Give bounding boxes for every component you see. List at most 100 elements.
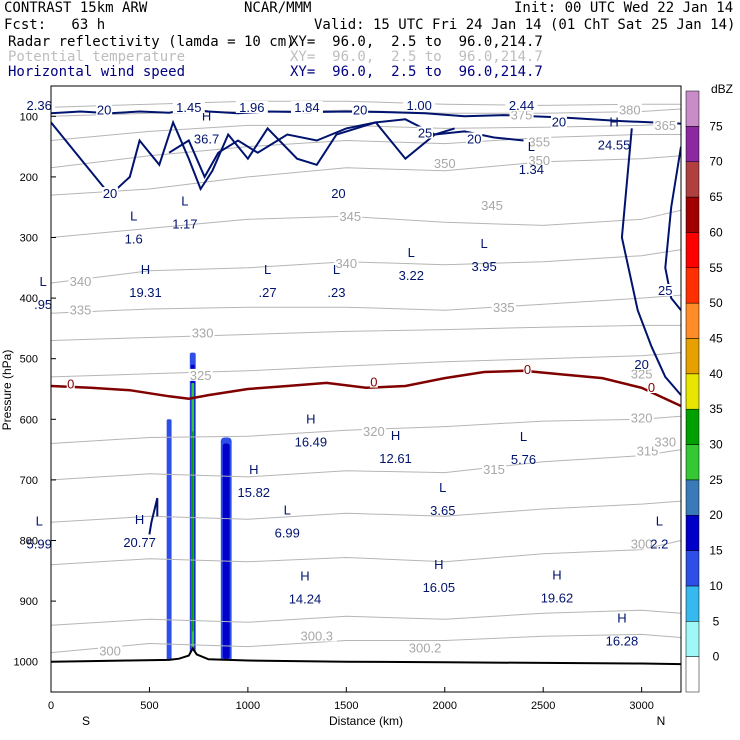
extremum-type: H: [609, 115, 618, 130]
theta-label: 330: [654, 435, 676, 450]
theta-contour: [51, 352, 681, 378]
field-theta-xy: XY= 96.0, 2.5 to 96.0,214.7: [290, 49, 543, 65]
wind-label: 20: [353, 102, 367, 117]
inline-value: 2.44: [509, 98, 534, 113]
inline-value-bg: [505, 99, 538, 112]
wind-layer: [51, 107, 681, 535]
y-tick-label: 100: [20, 111, 38, 123]
theta-label-bg: [491, 301, 516, 314]
x-axis-label: Distance (km): [329, 714, 403, 728]
extremum-type: L: [264, 262, 271, 277]
theta-label: 320: [631, 410, 653, 425]
colorbar-swatch: [685, 373, 700, 410]
y-tick-label: 900: [20, 596, 38, 608]
colorbar-swatch: [685, 338, 700, 375]
theta-label-bg: [480, 199, 504, 212]
extremum-type: L: [130, 209, 137, 224]
theta-label: 300: [99, 644, 121, 659]
freezing-level-label-bg: [523, 362, 532, 375]
theta-label-bg: [296, 629, 337, 642]
wind-label: 20: [331, 186, 345, 201]
theta-label: 325: [631, 367, 653, 382]
theta-contour: [51, 155, 681, 196]
colorbar-swatch: [685, 302, 700, 339]
colorbar-swatch: [685, 656, 700, 693]
extremum-type: L: [656, 513, 663, 528]
extremum-value: 12.61: [379, 451, 412, 466]
colorbar-swatch: [685, 514, 700, 551]
freezing-level-layer: [51, 369, 681, 408]
theta-label: 320: [363, 424, 385, 439]
colorbar-level-label: 40: [709, 367, 723, 381]
theta-label: 335: [70, 302, 92, 317]
y-tick-label: 200: [20, 172, 38, 184]
colorbar-swatch: [685, 550, 700, 587]
colorbar: dBZ 0 5 10 15 20 25 30 35 40 45 50 55 60 65 70 75: [685, 82, 733, 693]
extremum-value: 6.99: [275, 525, 300, 540]
theta-contour: [51, 294, 681, 314]
theta-contour: [51, 324, 681, 341]
theta-label-bg: [653, 119, 678, 132]
inline-value: 2.36: [27, 98, 52, 113]
extremum-value: 1.17: [172, 216, 197, 231]
theta-label-bg: [361, 425, 386, 438]
y-axis-label: Pressure (hPa): [0, 350, 14, 431]
y-tick-label: 500: [20, 354, 38, 366]
colorbar-swatch: [685, 126, 700, 162]
wind-label: 25: [658, 283, 672, 298]
reflectivity-column: [191, 431, 194, 632]
extremum-value: 2.2: [650, 536, 668, 551]
field-reflectivity-name: Radar reflectivity (lamda = 10 cm): [8, 34, 295, 50]
extremum-type: H: [249, 462, 258, 477]
axes-layer: 0 500 1000 1500 2000 2500 30001002003004005006…: [14, 111, 654, 712]
wind-label: 25: [418, 125, 432, 140]
extremum-type: L: [520, 429, 527, 444]
extremum-value: 1.34: [519, 162, 544, 177]
theta-label: 330: [192, 325, 214, 340]
extremum-value: 1.6: [125, 232, 143, 247]
theta-label-bg: [635, 444, 660, 457]
wind-contour: [620, 128, 681, 396]
theta-contour: [51, 209, 681, 238]
extremum-type: L: [36, 513, 43, 528]
model-title: CONTRAST 15km ARW: [4, 0, 148, 16]
colorbar-level-label: 35: [709, 402, 723, 416]
extremum-value: .27: [259, 285, 277, 300]
reflectivity-layer: [166, 352, 232, 662]
terrain-line: [51, 646, 681, 666]
extremum-type: L: [333, 262, 340, 277]
wind-contour: [168, 121, 455, 180]
extremum-type: L: [528, 139, 535, 154]
colorbar-swatch: [685, 90, 700, 127]
theta-contour: [51, 500, 681, 523]
extremum-value: 5.76: [511, 452, 536, 467]
theta-label-bg: [629, 537, 654, 550]
freezing-level-label: 0: [370, 375, 377, 390]
freezing-level-label-bg: [647, 381, 656, 393]
freezing-level-label-bg: [66, 377, 75, 390]
extremum-value: 15.82: [238, 485, 271, 500]
extremum-type: L: [40, 274, 47, 289]
colorbar-swatch: [685, 196, 700, 233]
extremum-value: 19.31: [129, 285, 162, 300]
theta-label: 340: [335, 256, 357, 271]
extremum-value: 16.49: [295, 435, 328, 450]
colorbar-level-label: 60: [709, 225, 723, 239]
wind-label-bg: [96, 103, 113, 116]
theta-label: 345: [339, 209, 361, 224]
wind-label-bg: [633, 357, 650, 370]
theta-label: 345: [481, 198, 503, 213]
freezing-level-label-bg: [369, 375, 378, 388]
freezing-level-line: [51, 369, 681, 408]
colorbar-swatch: [685, 585, 700, 622]
extremum-type: L: [439, 480, 446, 495]
theta-contour: [51, 449, 681, 481]
inline-value: 1.96: [239, 100, 264, 115]
colorbar-swatch: [685, 479, 700, 516]
x-tick-label: 2000: [433, 700, 457, 712]
extremum-type: H: [300, 568, 309, 583]
inline-value: 1.00: [407, 98, 432, 113]
theta-label: 325: [190, 368, 212, 383]
wind-label-bg: [352, 103, 369, 116]
